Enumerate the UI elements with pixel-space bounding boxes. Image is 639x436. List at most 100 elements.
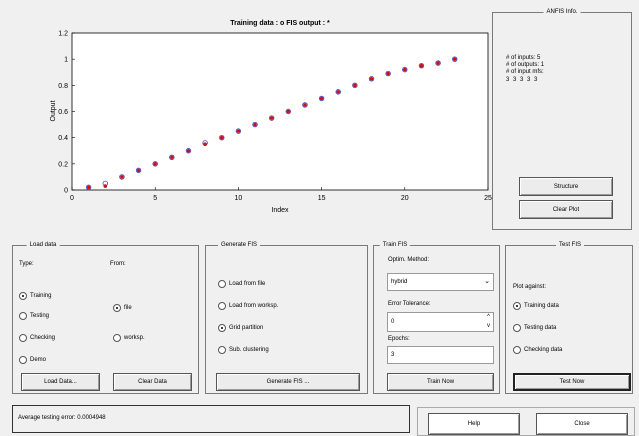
radio-circle	[19, 312, 27, 320]
epochs-input[interactable]: 3	[387, 346, 494, 364]
fis-output-point	[419, 63, 424, 68]
y-ticks: 0 0.2 0.4 0.6 0.8 1 1.2	[58, 31, 75, 195]
y-tick-label: 0.6	[58, 109, 68, 116]
x-tick-label: 10	[235, 195, 243, 202]
radio-checking-data[interactable]: Checking data	[513, 346, 562, 354]
epochs-value: 3	[391, 352, 395, 358]
radio-sub-clustering[interactable]: Sub. clustering	[218, 346, 269, 354]
fis-output-point	[403, 67, 407, 72]
test-now-button[interactable]: Test Now	[513, 373, 631, 391]
chevron-up-icon[interactable]: ^	[487, 314, 490, 320]
training-point	[252, 121, 258, 128]
y-tick-label: 0	[64, 188, 68, 195]
fis-output-point	[203, 142, 207, 147]
optim-method-label: Optim. Method:	[388, 257, 430, 263]
fis-output-point	[186, 148, 191, 153]
help-button[interactable]: Help	[428, 413, 520, 435]
error-tolerance-input[interactable]: 0 ^ v	[387, 312, 494, 332]
chart-title: Training data : o FIS output : *	[230, 20, 330, 27]
train-fis-panel: Train FIS Optim. Method: hybrid ⌄ Error …	[373, 241, 500, 394]
footer-panel: Help Close	[417, 407, 635, 436]
test-fis-title: Test FIS	[555, 241, 585, 250]
radio-training-data[interactable]: Training data	[513, 302, 559, 310]
chevron-down-small-icon[interactable]: v	[487, 323, 490, 329]
radio-label: Sub. clustering	[229, 347, 269, 353]
radio-training[interactable]: Training	[19, 292, 51, 300]
x-ticks: 0 5 10 15 20 25	[70, 187, 492, 202]
radio-label: Training data	[524, 303, 559, 309]
y-tick-label: 0.4	[58, 135, 68, 142]
fis-output-point	[86, 185, 91, 190]
fis-output-point	[353, 83, 357, 88]
radio-worksp[interactable]: worksp.	[113, 334, 145, 342]
optim-method-select[interactable]: hybrid ⌄	[387, 273, 494, 291]
radio-label: file	[124, 305, 132, 311]
radio-circle	[513, 302, 521, 310]
radio-circle	[513, 346, 521, 354]
training-point	[135, 167, 142, 174]
radio-label: Training	[30, 293, 52, 299]
training-point	[235, 128, 242, 134]
radio-label: Load from file	[229, 281, 266, 287]
radio-label: Testing data	[524, 325, 557, 331]
status-message: Average testing error: 0.0004948	[18, 415, 106, 421]
fis-output-point	[253, 122, 257, 127]
input-mfs-values: 3 3 3 3 3	[506, 77, 539, 83]
radio-testing[interactable]: Testing	[19, 312, 49, 320]
fis-output-point	[286, 109, 291, 114]
fis-output-point	[136, 168, 141, 173]
training-point	[318, 95, 325, 102]
radio-label: Load from worksp.	[229, 303, 279, 309]
clear-data-button[interactable]: Clear Data	[113, 373, 192, 391]
y-tick-label: 0.8	[58, 83, 68, 90]
close-button[interactable]: Close	[536, 413, 628, 435]
radio-checking[interactable]: Checking	[19, 334, 55, 342]
training-point	[335, 89, 341, 95]
radio-label: Checking data	[524, 347, 563, 353]
fis-output-point	[336, 90, 341, 94]
status-bar: Average testing error: 0.0004948	[12, 405, 410, 433]
x-tick-label: 25	[484, 195, 492, 202]
generate-fis-title: Generate FIS	[217, 241, 261, 250]
radio-circle	[19, 356, 27, 364]
y-tick-label: 0.2	[58, 161, 68, 168]
training-point	[385, 70, 391, 77]
generate-fis-button[interactable]: Generate FIS ...	[216, 373, 360, 391]
radio-label: Checking	[30, 335, 56, 341]
radio-label: Testing	[30, 313, 50, 319]
fis-output-point	[303, 103, 307, 107]
radio-circle	[218, 302, 226, 310]
radio-grid-partition[interactable]: Grid partition	[218, 324, 263, 332]
training-point	[402, 66, 408, 73]
load-data-button[interactable]: Load Data...	[21, 373, 100, 391]
optim-method-value: hybrid	[391, 279, 408, 285]
radio-circle	[19, 292, 27, 300]
radio-demo[interactable]: Demo	[19, 356, 46, 364]
error-tolerance-label: Error Tolerance:	[388, 301, 431, 307]
training-point	[452, 56, 458, 62]
radio-load-from-worksp[interactable]: Load from worksp.	[218, 302, 278, 310]
y-axis-label: Output	[50, 100, 57, 121]
x-tick-label: 20	[401, 195, 409, 202]
training-point	[302, 102, 308, 108]
training-point	[435, 60, 441, 66]
clear-plot-button[interactable]: Clear Plot	[519, 200, 613, 219]
anfis-info-panel: ANFIS Info. # of inputs: 5 # of outputs:…	[492, 8, 632, 230]
anfis-info-title: ANFIS Info.	[543, 8, 581, 17]
training-point	[219, 134, 225, 141]
generate-fis-panel: Generate FIS Load from file Load from wo…	[205, 241, 368, 394]
x-tick-label: 5	[153, 195, 157, 202]
test-fis-panel: Test FIS Plot against: Training data Tes…	[505, 241, 633, 394]
fis-output-point	[452, 57, 457, 61]
training-point	[85, 184, 92, 191]
structure-button[interactable]: Structure	[519, 177, 613, 196]
train-now-button[interactable]: Train Now	[387, 373, 494, 391]
radio-testing-data[interactable]: Testing data	[513, 324, 556, 332]
training-point	[418, 63, 425, 69]
training-point	[152, 161, 158, 167]
radio-load-from-file[interactable]: Load from file	[218, 280, 265, 288]
training-point	[268, 115, 275, 121]
radio-file[interactable]: file	[113, 304, 132, 312]
radio-label: Demo	[30, 357, 47, 363]
radio-circle	[218, 324, 226, 332]
